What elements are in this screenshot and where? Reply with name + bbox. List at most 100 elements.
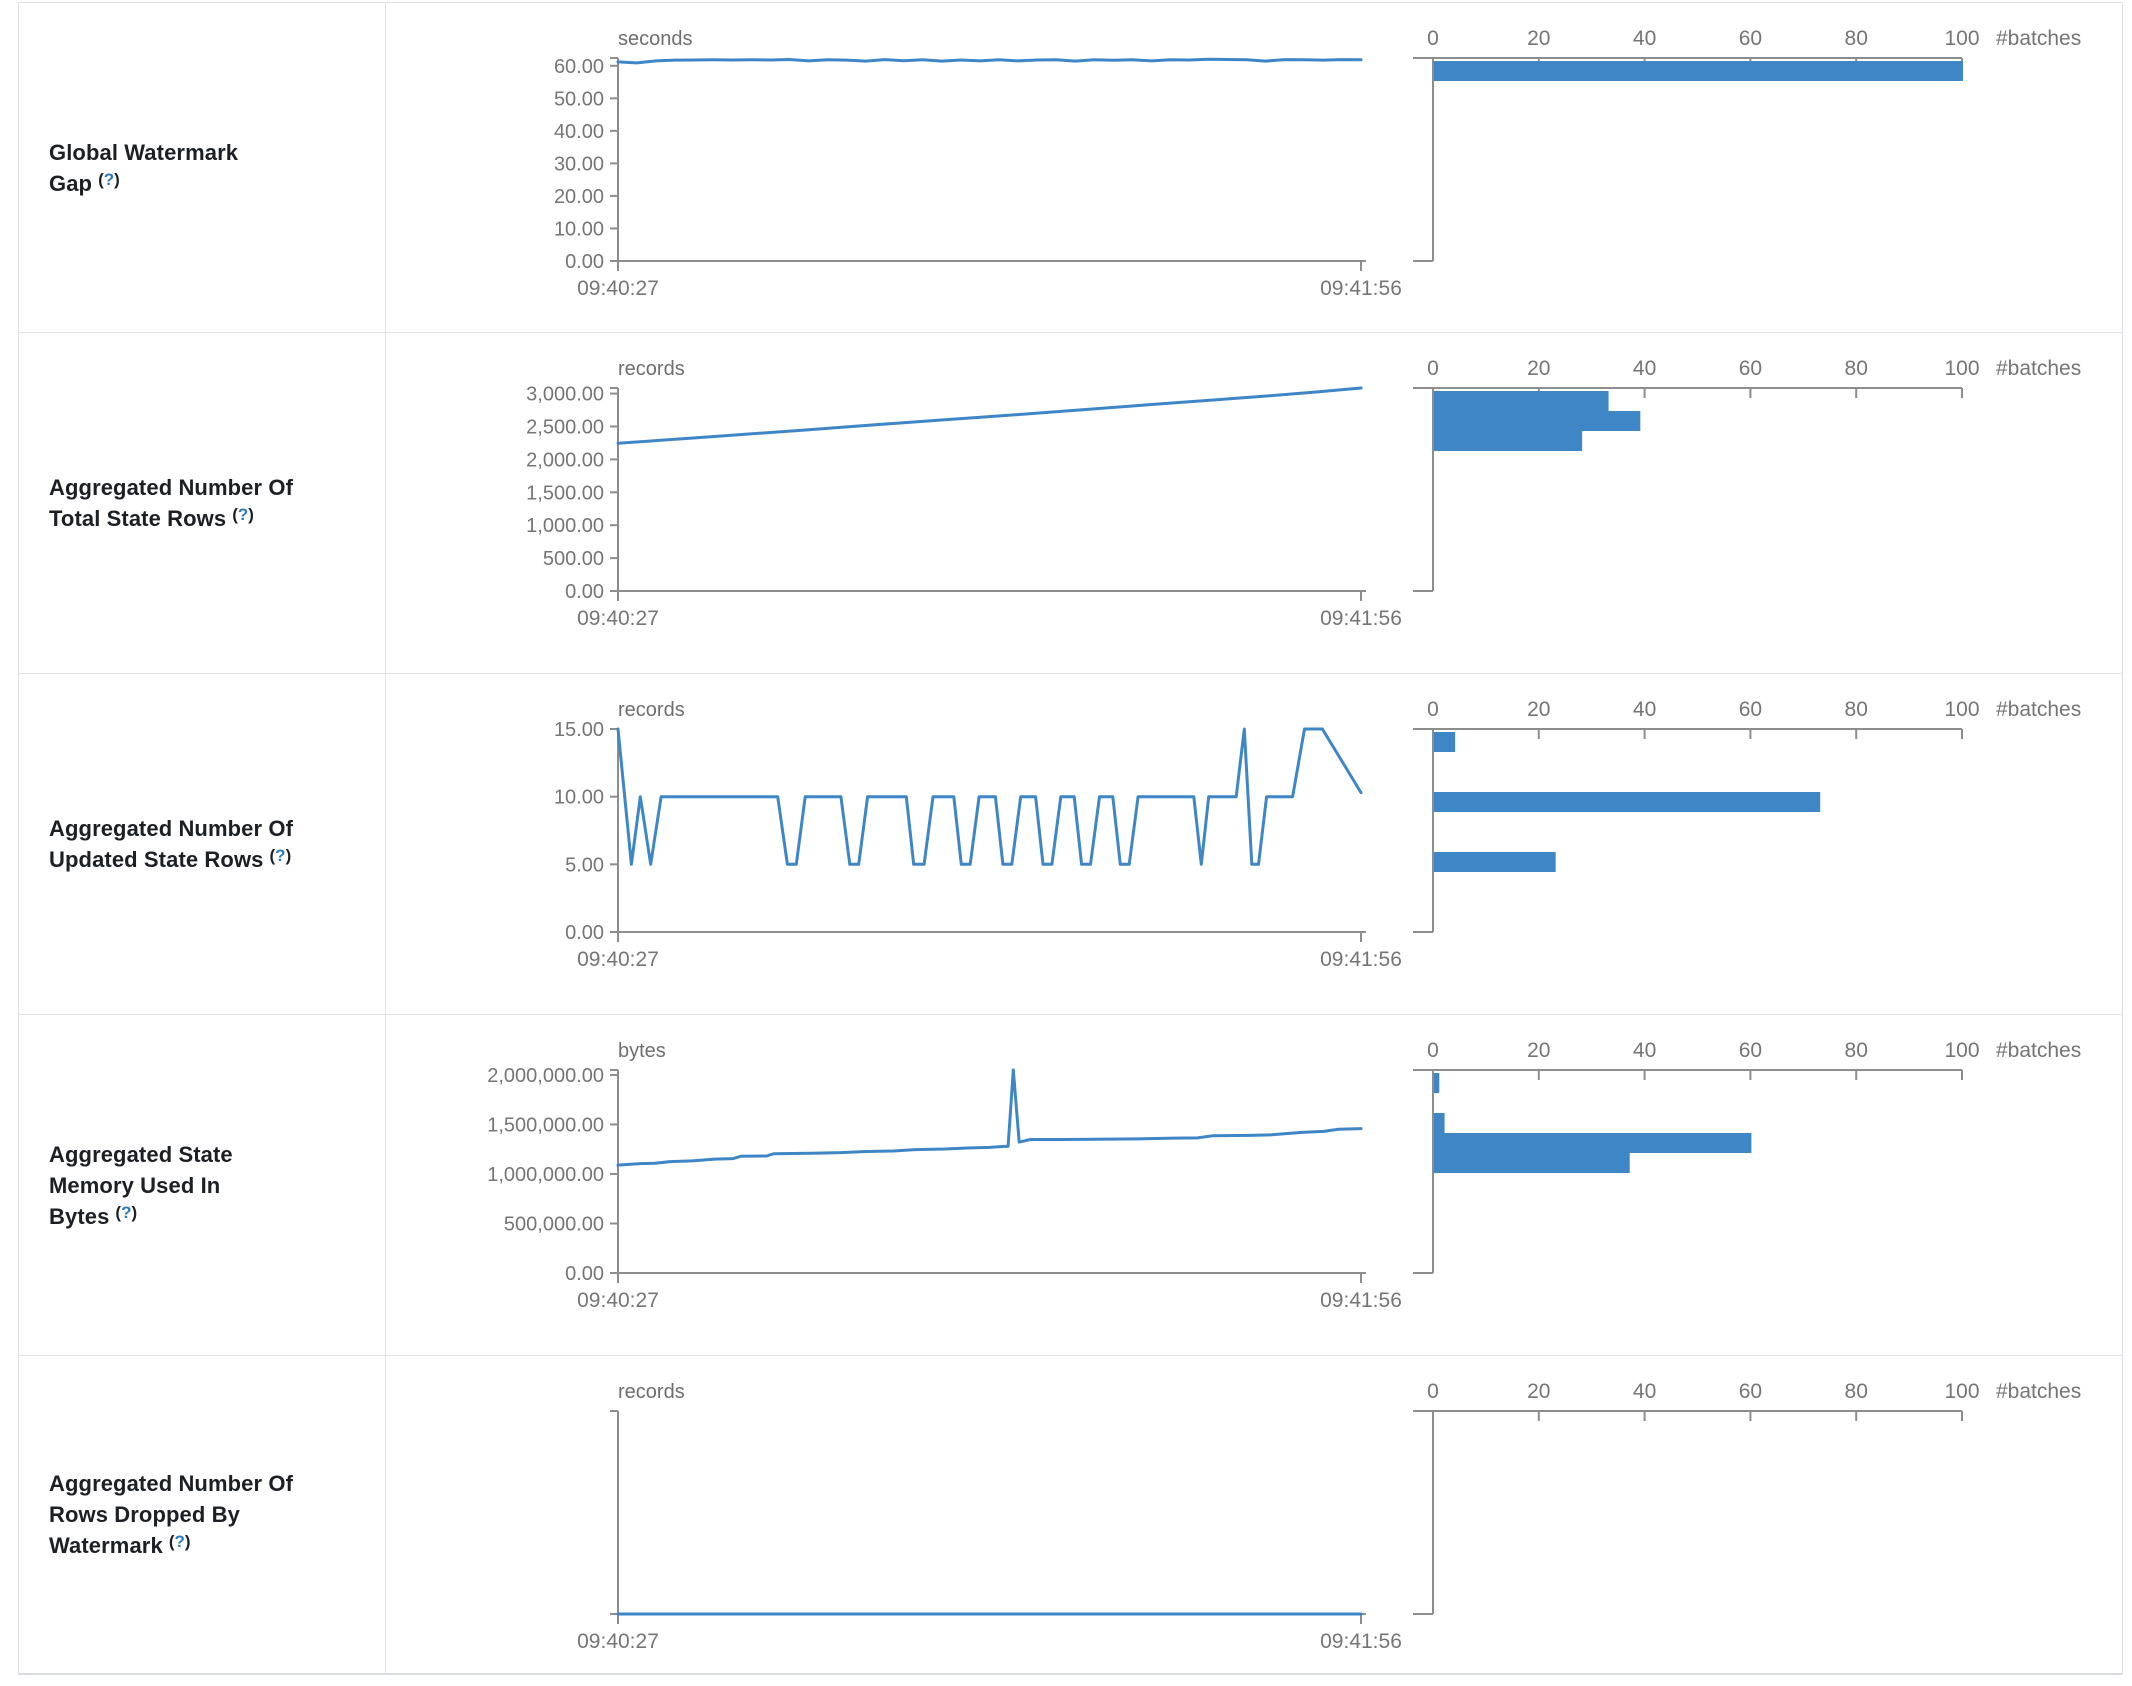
help-link[interactable]: (?) <box>232 505 254 524</box>
batches-tick-label: 80 <box>1845 1039 1868 1062</box>
metric-title: Aggregated Number Of Rows Dropped By Wat… <box>49 1471 294 1558</box>
unit-label: records <box>618 1381 685 1403</box>
y-tick-label: 2,500.00 <box>526 416 604 438</box>
x-end-time-label: 09:41:56 <box>1320 1289 1402 1312</box>
batches-axis-label: #batches <box>1996 698 2081 721</box>
batches-tick-label: 0 <box>1427 1380 1439 1403</box>
histogram-chart: 0 20 40 60 80 100 #batches <box>1413 357 2081 592</box>
batches-tick-label: 40 <box>1633 357 1656 380</box>
x-start-time-label: 09:40:27 <box>577 1630 659 1653</box>
state-memory-charts: bytes 0.00 500,000.00 1,000,000.00 1,500,000… <box>487 1039 2081 1312</box>
y-tick-label: 0.00 <box>565 251 604 273</box>
charts-cell: records 0.00 500.00 1,000.00 1,500.00 2,000.0… <box>386 333 2122 673</box>
charts-cell: seconds 0.00 10.00 20.00 30.00 40.00 50.00 60.0… <box>386 3 2122 332</box>
histogram-chart: 0 20 40 60 80 100 #batches <box>1413 27 2081 262</box>
timeline-chart: seconds 0.00 10.00 20.00 30.00 40.00 50.00 60.0… <box>554 28 1402 300</box>
y-tick-label: 15.00 <box>554 719 604 741</box>
rows-dropped-charts: records 09:40:27 09:41:56 0 20 40 60 80 100 #batc… <box>577 1380 2081 1653</box>
y-tick-label: 60.00 <box>554 56 604 78</box>
histogram-bar <box>1434 792 1821 812</box>
batches-tick-label: 40 <box>1633 1380 1656 1403</box>
updated-state-rows-charts: records 0.00 5.00 10.00 15.00 09:40:27 09:41:5… <box>554 698 2081 971</box>
y-tick-label: 3,000.00 <box>526 384 604 406</box>
batches-tick-label: 0 <box>1427 357 1439 380</box>
x-start-time-label: 09:40:27 <box>577 1289 659 1312</box>
batches-tick-label: 40 <box>1633 698 1656 721</box>
batches-tick-label: 0 <box>1427 1039 1439 1062</box>
y-tick-label: 20.00 <box>554 186 604 208</box>
help-link[interactable]: (?) <box>115 1202 138 1222</box>
batches-tick-label: 80 <box>1845 1380 1868 1403</box>
help-link[interactable]: (?) <box>168 1532 191 1551</box>
metric-label-cell: Aggregated Number Of Total State Rows (?) <box>19 333 386 673</box>
y-tick-label: 500,000.00 <box>504 1213 604 1235</box>
help-link[interactable]: (?) <box>269 846 292 865</box>
batches-tick-label: 100 <box>1944 1380 1979 1403</box>
batches-axis-label: #batches <box>1996 357 2081 380</box>
histogram-bar <box>1434 732 1456 752</box>
histogram-bar <box>1434 61 1963 81</box>
question-mark-icon: ? <box>174 1532 185 1551</box>
batches-tick-label: 100 <box>1944 698 1979 721</box>
total-state-rows-charts: records 0.00 500.00 1,000.00 1,500.00 2,000.0… <box>526 357 2081 630</box>
histogram-bar <box>1434 1133 1752 1153</box>
timeline-series-line <box>616 57 1363 65</box>
unit-label: records <box>618 358 685 380</box>
batches-axis-label: #batches <box>1996 1039 2081 1062</box>
batches-tick-label: 60 <box>1739 1380 1762 1403</box>
batches-tick-label: 0 <box>1427 27 1439 50</box>
histogram-bar <box>1434 431 1583 451</box>
question-mark-icon: ? <box>103 169 115 189</box>
batches-tick-label: 20 <box>1527 698 1550 721</box>
batches-axis-label: #batches <box>1996 1380 2081 1403</box>
batches-tick-label: 60 <box>1739 27 1762 50</box>
question-mark-icon: ? <box>121 1202 132 1222</box>
y-tick-label: 1,000,000.00 <box>487 1164 604 1186</box>
batches-tick-label: 80 <box>1845 357 1868 380</box>
batches-tick-label: 0 <box>1427 698 1439 721</box>
y-tick-label: 40.00 <box>554 121 604 143</box>
histogram-chart: 0 20 40 60 80 100 #batches <box>1413 698 2081 933</box>
batches-tick-label: 100 <box>1944 27 1979 50</box>
metric-row-global-watermark-gap: Global Watermark Gap (?) seconds 0.00 10.00… <box>19 3 2122 332</box>
unit-label: records <box>618 699 685 721</box>
y-tick-label: 2,000,000.00 <box>487 1065 604 1087</box>
metric-title: Aggregated Number Of Total State Rows <box>49 475 294 531</box>
timeline-series-line <box>616 386 1363 445</box>
y-tick-label: 1,500,000.00 <box>487 1114 604 1136</box>
y-tick-label: 500.00 <box>543 548 604 570</box>
x-end-time-label: 09:41:56 <box>1320 277 1402 300</box>
batches-axis-label: #batches <box>1996 27 2081 50</box>
metric-row-state-memory-used: Aggregated State Memory Used In Bytes (?)… <box>19 1014 2122 1355</box>
timeline-chart: records 09:40:27 09:41:56 <box>577 1381 1402 1653</box>
histogram-bar <box>1434 1113 1445 1133</box>
y-tick-label: 0.00 <box>565 922 604 944</box>
streaming-metrics-table: Global Watermark Gap (?) seconds 0.00 10.00… <box>18 2 2123 1675</box>
histogram-bar <box>1434 852 1556 872</box>
y-tick-label: 10.00 <box>554 218 604 240</box>
timeline-chart: records 0.00 5.00 10.00 15.00 09:40:27 09:41:5… <box>554 699 1402 971</box>
y-tick-label: 1,500.00 <box>526 482 604 504</box>
unit-label: seconds <box>618 28 693 50</box>
charts-cell: bytes 0.00 500,000.00 1,000,000.00 1,500,000… <box>386 1015 2122 1355</box>
histogram-chart: 0 20 40 60 80 100 #batches <box>1413 1380 2081 1615</box>
histogram-bar <box>1434 391 1609 411</box>
x-start-time-label: 09:40:27 <box>577 607 659 630</box>
metric-row-rows-dropped-by-watermark: Aggregated Number Of Rows Dropped By Wat… <box>19 1355 2122 1673</box>
batches-tick-label: 20 <box>1527 1380 1550 1403</box>
batches-tick-label: 20 <box>1527 27 1550 50</box>
histogram-chart: 0 20 40 60 80 100 #batches <box>1413 1039 2081 1274</box>
watermark-gap-charts: seconds 0.00 10.00 20.00 30.00 40.00 50.00 60.0… <box>554 27 2081 300</box>
batches-tick-label: 100 <box>1944 1039 1979 1062</box>
help-link[interactable]: (?) <box>98 169 120 189</box>
charts-cell: records 0.00 5.00 10.00 15.00 09:40:27 09:41:5… <box>386 674 2122 1014</box>
question-mark-icon: ? <box>237 505 249 524</box>
histogram-bar <box>1434 1073 1440 1093</box>
x-end-time-label: 09:41:56 <box>1320 1630 1402 1653</box>
metric-title: Aggregated State Memory Used In Bytes <box>49 1141 233 1229</box>
batches-tick-label: 20 <box>1527 357 1550 380</box>
batches-tick-label: 20 <box>1527 1039 1550 1062</box>
x-end-time-label: 09:41:56 <box>1320 607 1402 630</box>
x-start-time-label: 09:40:27 <box>577 948 659 971</box>
